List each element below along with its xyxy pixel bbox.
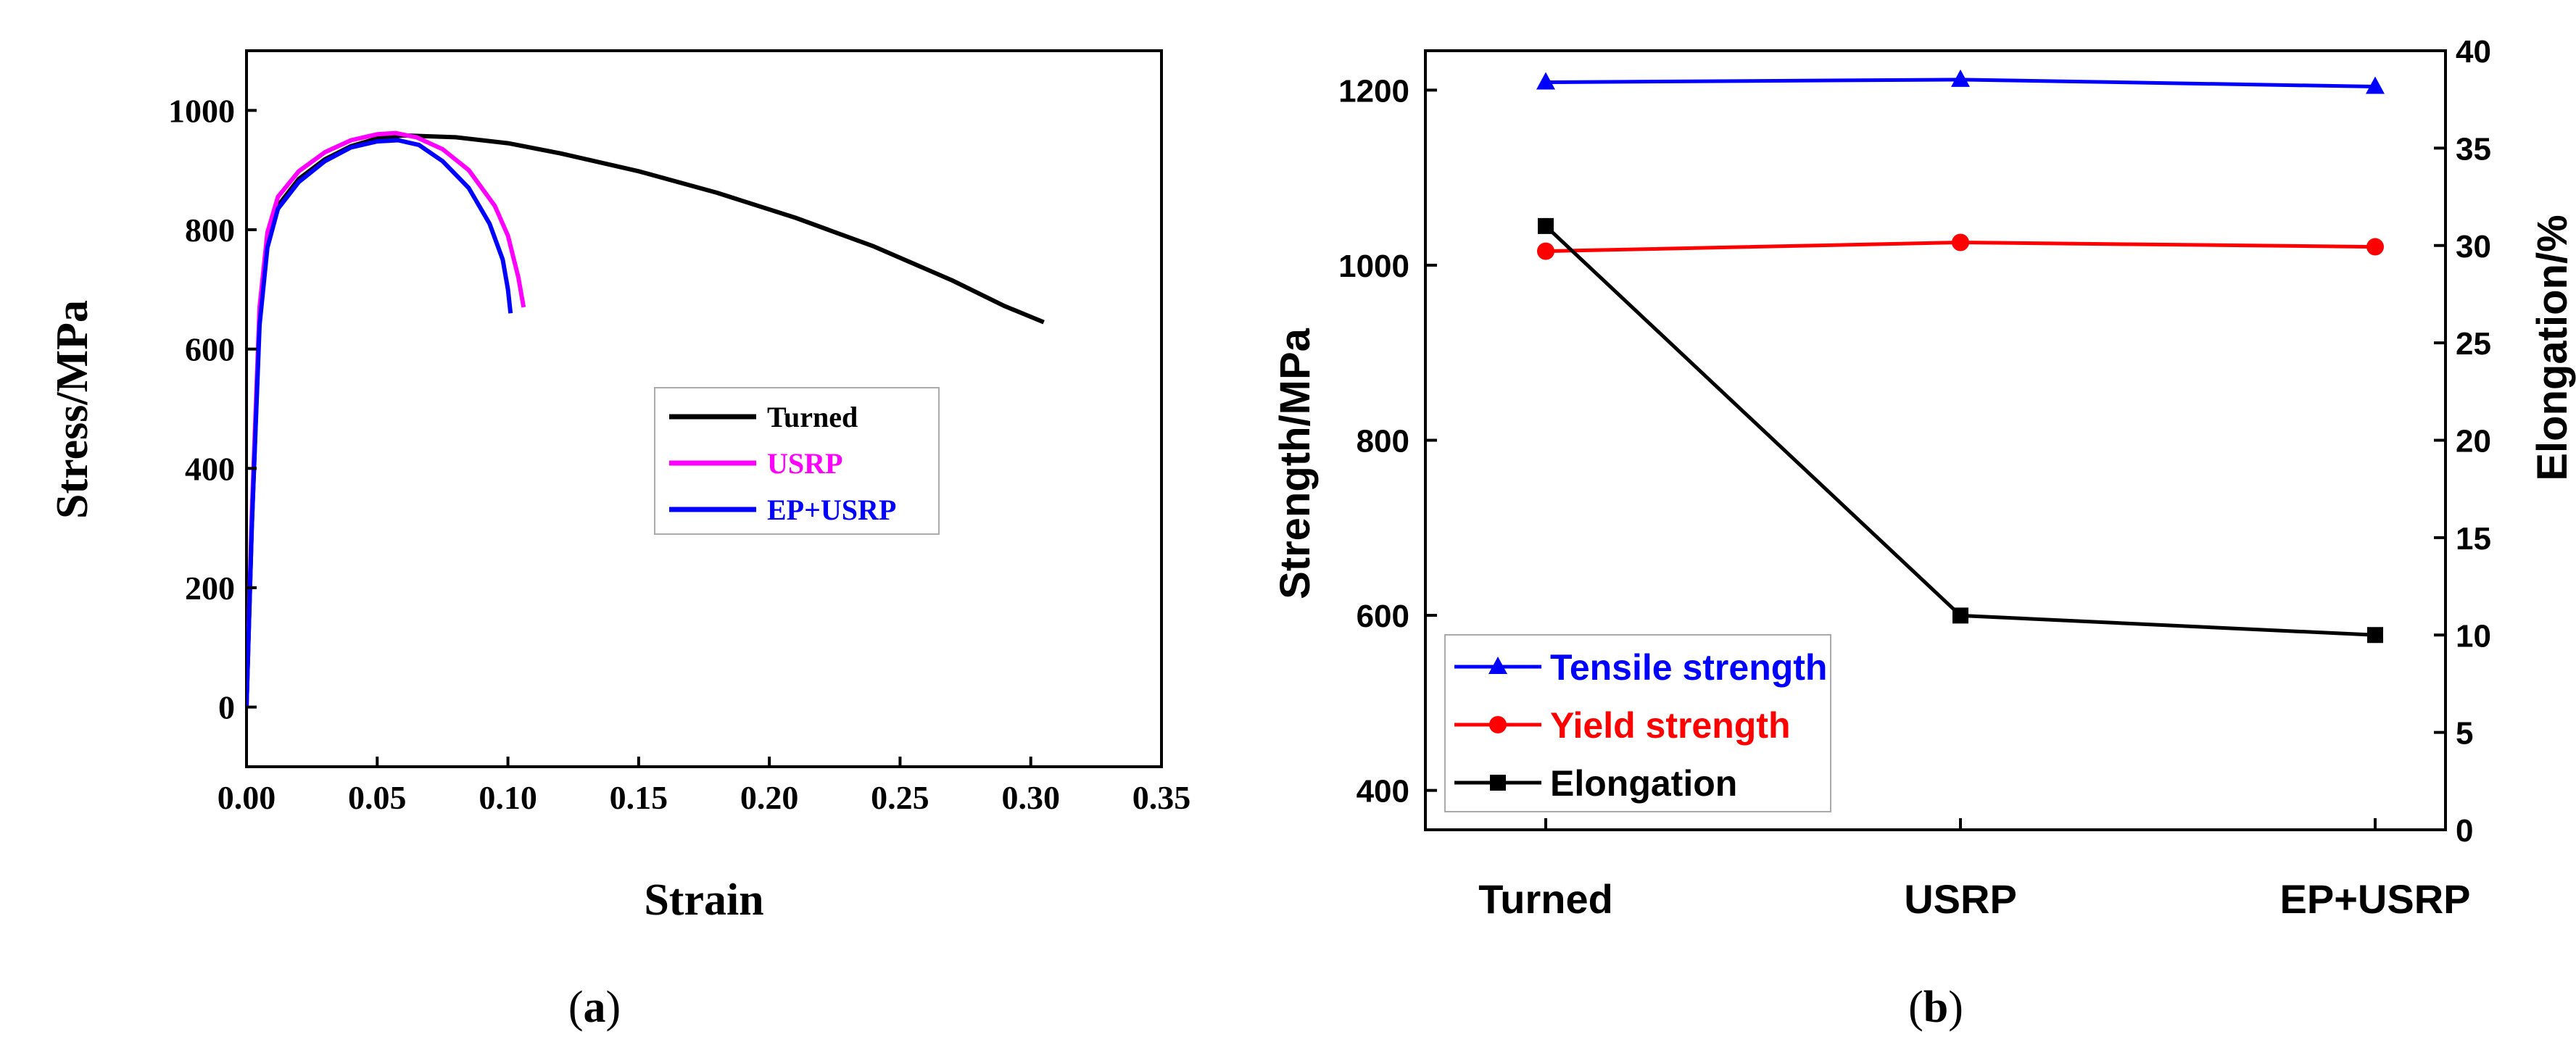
panel-b-x-tick-label: EP+USRP	[2280, 876, 2471, 922]
panel-b-y-tick-label: 800	[1357, 424, 1409, 459]
panel-b-y-tick-label: 400	[1357, 774, 1409, 809]
panel-b-x-tick-label: USRP	[1904, 876, 2017, 922]
panel-a-legend-label: Turned	[767, 401, 858, 433]
panel-a-y-tick-label: 400	[185, 450, 235, 487]
panel-a-plot-area	[245, 49, 1163, 768]
panel-a-legend-label: EP+USRP	[767, 494, 896, 526]
panel-a-y-tick-label: 600	[185, 331, 235, 368]
panel-b-caption: (b)	[1908, 983, 1963, 1032]
panel-b-caption-letter: b	[1923, 983, 1948, 1032]
panel-a-x-axis-ticks: 0.00 0.05 0.10 0.15 0.20 0.25 0.30 0.35	[218, 757, 1191, 816]
panel-a-caption-open: (	[568, 983, 584, 1032]
panel-a-stress-strain-chart: 0.00 0.05 0.10 0.15 0.20 0.25 0.30 0.35 0 200 400…	[48, 49, 1191, 1032]
panel-b-y-tick-label: 1000	[1338, 249, 1409, 284]
panel-a-x-tick-label: 0.35	[1132, 779, 1191, 816]
panel-b-legend-marker	[1488, 657, 1507, 674]
panel-b-legend-label: Tensile strength	[1550, 647, 1827, 688]
panel-a-y-tick-label: 800	[185, 212, 235, 249]
panel-b-y2-axis-label: Elongation/%	[2529, 215, 2576, 480]
panel-b-x-tick-label: Turned	[1478, 876, 1613, 922]
panel-b-y-axis-label: Strength/MPa	[1272, 328, 1319, 599]
panel-a-y-tick-label: 200	[185, 570, 235, 607]
panel-a-legend-label: USRP	[767, 447, 842, 480]
panel-a-legend: Turned USRP EP+USRP	[654, 387, 940, 535]
panel-b-legend-entries: Tensile strength Yield strength Elongation	[1454, 647, 1827, 804]
panel-b-y2-tick-label: 20	[2456, 424, 2491, 459]
panel-b-legend-label: Elongation	[1550, 763, 1737, 804]
panel-b-y2-tick-label: 0	[2456, 813, 2473, 849]
panel-a-caption: (a)	[568, 983, 621, 1032]
panel-b-marker-tensile-strength	[1536, 72, 1555, 90]
panel-a-x-tick-label: 0.15	[610, 779, 668, 816]
panel-a-y-axis-ticks: 0 200 400 600 800 1000	[168, 92, 257, 726]
panel-a-x-tick-label: 0.10	[479, 779, 537, 816]
panel-a-x-tick-label: 0.05	[348, 779, 407, 816]
panel-b-caption-open: (	[1908, 983, 1923, 1032]
panel-b-y2-tick-label: 35	[2456, 131, 2491, 167]
panel-b-y-tick-label: 600	[1357, 599, 1409, 634]
panel-b-marker-yield-strength	[1952, 233, 1969, 251]
panel-a-x-tick-label: 0.00	[218, 779, 276, 816]
panel-b-y2-tick-label: 10	[2456, 618, 2491, 654]
panel-a-y-axis-label: Stress/MPa	[48, 300, 97, 519]
panel-a-x-tick-label: 0.20	[740, 779, 799, 816]
panel-b-x-axis-ticks: Turned USRP EP+USRP	[1478, 818, 2471, 922]
panel-a-series-group	[247, 130, 1045, 707]
panel-b-y-tick-label: 1200	[1338, 73, 1409, 109]
panel-a-x-tick-label: 0.25	[871, 779, 929, 816]
panel-b-marker-elongation	[2367, 627, 2383, 644]
panel-b-legend-label: Yield strength	[1550, 705, 1791, 746]
panel-b-y2-tick-label: 30	[2456, 229, 2491, 265]
panel-a-caption-close: )	[606, 983, 621, 1032]
panel-a-x-tick-label: 0.30	[1001, 779, 1060, 816]
panel-b-legend-marker	[1490, 775, 1506, 791]
panel-b-y2-tick-label: 40	[2456, 34, 2491, 70]
panel-b-marker-yield-strength	[1537, 242, 1554, 260]
panel-b-marker-yield-strength	[2366, 238, 2384, 256]
panel-a-series-line-usrp	[247, 130, 526, 707]
panel-b-marker-tensile-strength	[1951, 69, 1970, 87]
panel-b-marker-elongation	[1538, 217, 1554, 234]
panel-a-axes-frame	[245, 49, 1163, 768]
panel-a-x-axis-label: Strain	[644, 875, 763, 925]
panel-b-y2-tick-label: 25	[2456, 326, 2491, 362]
panel-b-legend-marker	[1489, 716, 1507, 733]
panel-a-series-line-ep-usrp	[247, 138, 513, 707]
panel-b-left-y-axis-ticks: 400 600 800 1000 1200	[1338, 73, 1437, 809]
panel-b-strength-elongation-chart: Turned USRP EP+USRP 400 600 800 1000 1200 0 5 10…	[1272, 34, 2576, 1032]
panel-b-y2-tick-label: 5	[2456, 716, 2473, 752]
panel-b-y2-tick-label: 15	[2456, 521, 2491, 557]
panel-a-legend-entries: Turned USRP EP+USRP	[669, 401, 896, 526]
panel-a-y-tick-label: 0	[218, 689, 235, 726]
panel-b-legend: Tensile strength Yield strength Elongation	[1444, 634, 1831, 812]
panel-b-marker-elongation	[1952, 607, 1968, 624]
panel-a-caption-letter: a	[584, 983, 606, 1032]
panel-b-right-y-axis-ticks: 0 5 10 15 20 25 30 35 40	[2434, 34, 2491, 849]
panel-b-caption-close: )	[1948, 983, 1963, 1032]
panel-a-y-tick-label: 1000	[168, 92, 235, 129]
panel-b-series-line-elongation	[1544, 225, 2376, 637]
panel-b-marker-tensile-strength	[2366, 76, 2385, 94]
panel-b-series-group	[1536, 69, 2385, 644]
